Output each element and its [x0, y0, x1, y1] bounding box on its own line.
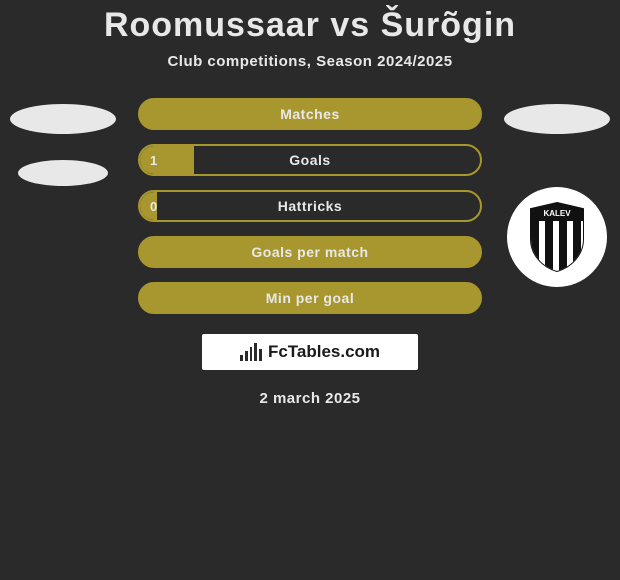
left-player-col	[8, 98, 118, 186]
bar-chart-icon	[240, 343, 262, 361]
stats-bars: Matches 1Goals 0Hattricks Goals per match Mi…	[130, 98, 490, 314]
club-badge: KALEV	[507, 187, 607, 287]
placeholder-ellipse	[504, 104, 610, 134]
brand-box[interactable]: FcTables.com	[202, 334, 418, 370]
stat-label: Min per goal	[140, 290, 480, 306]
stat-label: Matches	[140, 106, 480, 122]
stat-bar: 1Goals	[138, 144, 482, 176]
stat-bar: Min per goal	[138, 282, 482, 314]
stat-label: Hattricks	[140, 198, 480, 214]
brand-text: FcTables.com	[268, 342, 380, 362]
stat-bar: Goals per match	[138, 236, 482, 268]
comparison-card: Roomussaar vs Šurõgin Club competitions,…	[0, 0, 620, 407]
shield-icon: KALEV	[527, 201, 587, 273]
stat-label: Goals	[140, 152, 480, 168]
page-subtitle: Club competitions, Season 2024/2025	[0, 53, 620, 98]
stat-bar: Matches	[138, 98, 482, 130]
stat-label: Goals per match	[140, 244, 480, 260]
content-row: Matches 1Goals 0Hattricks Goals per match Mi…	[0, 98, 620, 314]
placeholder-ellipse	[18, 160, 108, 186]
placeholder-ellipse	[10, 104, 116, 134]
footer-date: 2 march 2025	[0, 370, 620, 407]
page-title: Roomussaar vs Šurõgin	[0, 0, 620, 53]
right-player-col: KALEV	[502, 98, 612, 287]
badge-text: KALEV	[543, 209, 571, 218]
stat-bar: 0Hattricks	[138, 190, 482, 222]
